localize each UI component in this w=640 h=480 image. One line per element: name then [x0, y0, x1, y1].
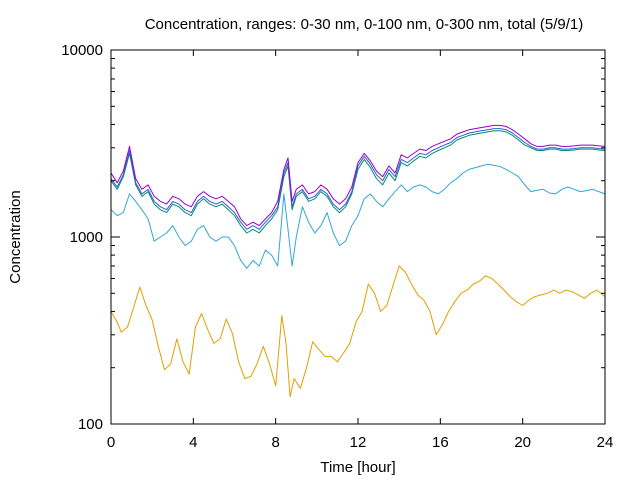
x-axis-label: Time [hour] [320, 459, 395, 476]
series-line-4 [110, 128, 606, 230]
x-tick-label: 16 [432, 434, 449, 451]
x-tick-label: 24 [597, 434, 614, 451]
series-line-3 [110, 130, 606, 234]
y-tick-label: 1000 [70, 229, 103, 246]
x-tick-label: 8 [271, 434, 279, 451]
y-tick-label: 10000 [61, 42, 103, 59]
plot-frame [110, 49, 606, 425]
x-tick-label: 0 [107, 434, 115, 451]
x-tick-label: 4 [189, 434, 197, 451]
x-tick-label: 12 [350, 434, 367, 451]
chart-title: Concentration, ranges: 0-30 nm, 0-100 nm… [145, 16, 584, 33]
series-layer [110, 124, 606, 398]
series-line-1 [110, 265, 606, 398]
x-tick-label: 20 [514, 434, 531, 451]
series-line-5 [110, 124, 606, 227]
y-axis-label: Concentration [7, 190, 24, 283]
series-line-2 [110, 163, 606, 269]
y-tick-label: 100 [78, 416, 103, 433]
tick-layer: 0 4 8 12 16 20 24 100 1000 10000 [61, 42, 613, 451]
